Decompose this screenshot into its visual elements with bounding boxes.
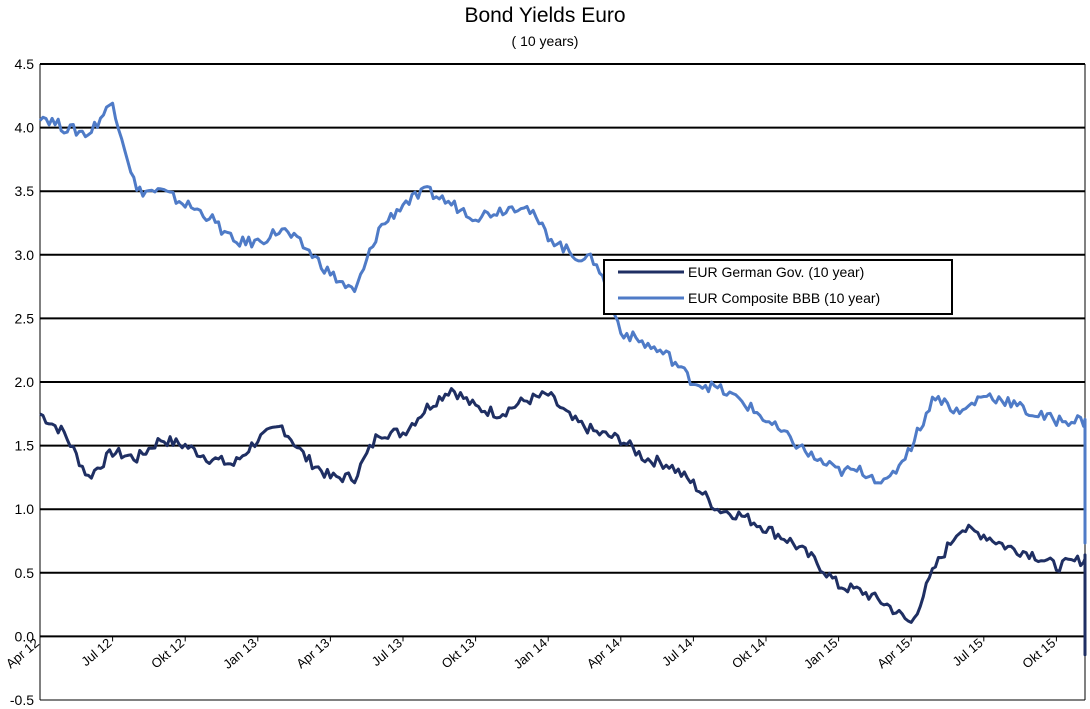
y-tick-label: -0.5 (10, 692, 34, 708)
x-tick-label: Okt 12 (148, 635, 187, 671)
x-tick-label: Apr 13 (293, 635, 332, 671)
x-tick-label: Jul 15 (950, 635, 986, 669)
x-tick-label: Jan 13 (220, 635, 260, 672)
y-tick-label: 0.0 (15, 628, 35, 644)
x-tick-label: Apr 14 (584, 635, 623, 671)
x-tick-label: Jan 14 (511, 635, 551, 672)
legend-box (603, 259, 953, 315)
chart-title: Bond Yields Euro (464, 4, 626, 27)
series-line-composite-bbb (38, 101, 1087, 545)
y-tick-label: 4.0 (15, 120, 35, 136)
x-axis: Apr 12 Jul 12 Okt 12 Jan 13 Apr 13 Jul 13 Okt … (3, 635, 1058, 672)
x-tick-label: Jul 12 (78, 635, 114, 669)
x-tick-label: Jul 14 (659, 635, 695, 669)
legend-label-bbb: EUR Composite BBB (10 year) (688, 290, 880, 306)
x-tick-label: Jul 13 (369, 635, 405, 669)
series-line-german-gov (39, 387, 1087, 657)
series-lines (38, 101, 1087, 657)
chart-subtitle: ( 10 years) (511, 33, 579, 49)
x-tick-label: Jan 15 (801, 635, 841, 672)
legend-label-german: EUR German Gov. (10 year) (688, 264, 864, 280)
gridlines (39, 63, 1086, 701)
y-tick-label: 2.5 (15, 310, 35, 326)
legend: EUR German Gov. (10 year) EUR Composite … (603, 259, 953, 315)
y-axis: -0.5 0.0 0.5 1.0 1.5 2.0 2.5 3.0 3.5 4.0 4.5 (10, 56, 34, 708)
y-tick-label: 2.0 (15, 374, 35, 390)
y-tick-label: 1.5 (15, 438, 35, 454)
x-tick-label: Okt 15 (1019, 635, 1058, 671)
x-tick-label: Apr 15 (874, 635, 913, 671)
y-tick-label: 4.5 (15, 56, 35, 72)
x-tick-label: Okt 14 (729, 635, 768, 671)
y-tick-label: 1.0 (15, 501, 35, 517)
y-tick-label: 3.0 (15, 247, 35, 263)
y-tick-label: 3.5 (15, 183, 35, 199)
x-tick-label: Okt 13 (439, 635, 478, 671)
y-tick-label: 0.5 (15, 565, 35, 581)
